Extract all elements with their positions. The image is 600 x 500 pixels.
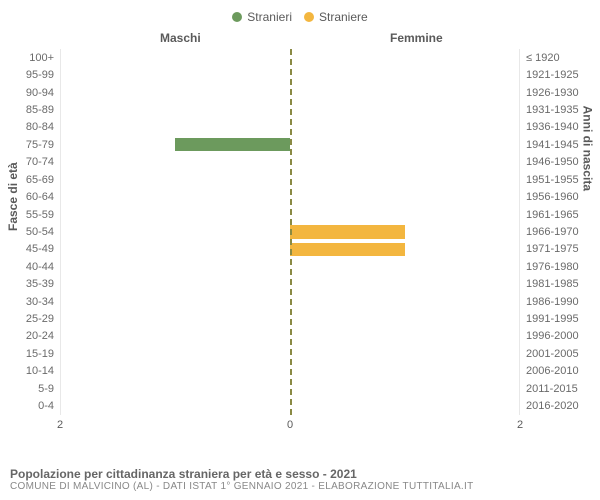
age-label: 70-74 [8,156,60,168]
column-title-female: Femmine [390,31,443,45]
birth-year-label: 1926-1930 [520,87,579,99]
age-label: 15-19 [8,348,60,360]
age-label: 80-84 [8,121,60,133]
age-label: 95-99 [8,69,60,81]
age-label: 0-4 [8,400,60,412]
birth-year-label: 1931-1935 [520,104,579,116]
birth-year-label: 2016-2020 [520,400,579,412]
birth-year-label: 1956-1960 [520,191,579,203]
birth-year-label: 1946-1950 [520,156,579,168]
legend-item: Straniere [304,10,368,24]
chart-title: Popolazione per cittadinanza straniera p… [10,467,590,481]
age-label: 90-94 [8,87,60,99]
plot-area: 100+≤ 192095-991921-192590-941926-193085… [60,49,520,415]
chart-area: Maschi Femmine Fasce di età Anni di nasc… [0,31,600,441]
birth-year-label: 2001-2005 [520,348,579,360]
x-axis: 2 0 2 [60,419,520,435]
birth-year-label: 2006-2010 [520,365,579,377]
chart-container: Stranieri Straniere Maschi Femmine Fasce … [0,0,600,500]
birth-year-label: 1981-1985 [520,278,579,290]
age-label: 5-9 [8,383,60,395]
age-label: 35-39 [8,278,60,290]
age-label: 100+ [8,52,60,64]
age-label: 25-29 [8,313,60,325]
legend: Stranieri Straniere [0,0,600,31]
legend-label: Straniere [319,10,368,24]
birth-year-label: 1976-1980 [520,261,579,273]
x-tick: 0 [287,419,293,431]
bar-female [290,243,405,256]
age-label: 40-44 [8,261,60,273]
age-label: 50-54 [8,226,60,238]
age-label: 65-69 [8,174,60,186]
legend-dot [304,12,314,22]
birth-year-label: 1921-1925 [520,69,579,81]
legend-item: Stranieri [232,10,292,24]
column-title-male: Maschi [160,31,201,45]
age-label: 85-89 [8,104,60,116]
chart-subtitle: COMUNE DI MALVICINO (AL) - Dati ISTAT 1°… [10,481,590,492]
age-label: 60-64 [8,191,60,203]
y-axis-label-right: Anni di nascita [580,106,594,191]
birth-year-label: 1951-1955 [520,174,579,186]
birth-year-label: 1986-1990 [520,296,579,308]
center-divider [290,49,292,415]
bar-female [290,225,405,238]
legend-dot [232,12,242,22]
age-label: 10-14 [8,365,60,377]
birth-year-label: 1936-1940 [520,121,579,133]
age-label: 45-49 [8,243,60,255]
age-label: 30-34 [8,296,60,308]
birth-year-label: 2011-2015 [520,383,578,395]
birth-year-label: 1941-1945 [520,139,579,151]
x-tick: 2 [517,419,523,431]
legend-label: Stranieri [247,10,292,24]
birth-year-label: 1996-2000 [520,330,579,342]
birth-year-label: 1966-1970 [520,226,579,238]
birth-year-label: 1961-1965 [520,209,579,221]
birth-year-label: ≤ 1920 [520,52,560,64]
bar-male [175,138,290,151]
x-tick: 2 [57,419,63,431]
chart-footer: Popolazione per cittadinanza straniera p… [10,467,590,492]
birth-year-label: 1971-1975 [520,243,579,255]
birth-year-label: 1991-1995 [520,313,579,325]
age-label: 20-24 [8,330,60,342]
age-label: 75-79 [8,139,60,151]
age-label: 55-59 [8,209,60,221]
